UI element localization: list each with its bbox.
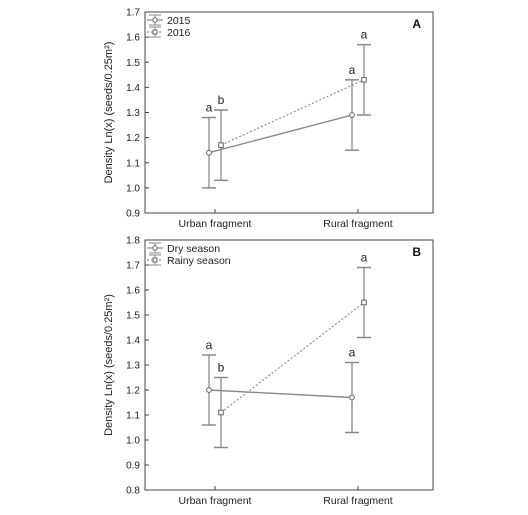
legend-marker (152, 245, 158, 251)
panel-a-chart: 0.9 1.0 1.1 1.2 1.3 1.4 1.5 1.6 1.7 Urban fragmen… (103, 8, 434, 230)
y-tick-label: 0.9 (126, 209, 140, 220)
significance-letter: a (206, 338, 213, 352)
significance-letter: b (218, 93, 225, 107)
y-tick-label: 0.9 (126, 461, 140, 472)
plot-frame (144, 239, 434, 491)
series-line (220, 79, 365, 146)
y-tick-label: 1.0 (126, 436, 140, 447)
data-point (206, 149, 212, 156)
legend-label: 2015 (167, 15, 191, 27)
significance-letter: a (361, 251, 368, 265)
legend-marker (152, 17, 158, 23)
data-point (218, 409, 224, 416)
y-tick-label: 0.8 (126, 486, 140, 497)
y-tick-label: 1.6 (126, 286, 140, 297)
y-tick-label: 1.7 (126, 261, 140, 272)
series-line (208, 389, 353, 399)
panel-b-chart: 0.8 0.9 1.0 1.1 1.2 1.3 1.4 1.5 1.6 1.7 1.8 Urban f… (103, 236, 434, 507)
legend-marker (152, 29, 158, 35)
y-tick-label: 1.3 (126, 361, 140, 372)
significance-letter: a (361, 28, 368, 42)
y-tick-label: 1.2 (126, 386, 140, 397)
y-tick-label: 1.1 (126, 158, 140, 169)
y-tick-label: 1.8 (126, 236, 140, 247)
data-point (361, 299, 367, 306)
y-tick-label: 1.5 (126, 58, 140, 69)
significance-letter: a (206, 101, 213, 115)
y-tick-label: 1.3 (126, 108, 140, 119)
data-point (361, 77, 367, 83)
y-tick-label: 1.7 (126, 8, 140, 19)
data-point (218, 142, 224, 148)
x-category-label: Urban fragment (179, 218, 252, 230)
y-tick-label: 1.4 (126, 83, 140, 94)
y-tick-label: 1.6 (126, 33, 140, 44)
y-tick-label: 1.2 (126, 133, 140, 144)
series-line (220, 302, 365, 413)
data-point (206, 387, 212, 393)
y-tick-label: 1.4 (126, 336, 140, 347)
plot-frame (144, 11, 434, 214)
panel-label: B (412, 245, 421, 259)
legend-label: Dry season (167, 243, 220, 255)
y-tick-label: 1.0 (126, 183, 140, 194)
legend-label: Rainy season (167, 255, 231, 267)
data-point (349, 112, 355, 118)
legend-marker (152, 257, 158, 263)
y-axis-label: Density Ln(x) (seeds/0.25m²) (103, 42, 115, 184)
significance-letter: a (349, 63, 356, 77)
x-category-label: Urban fragment (179, 495, 252, 507)
legend-label: 2016 (167, 27, 191, 39)
y-tick-label: 1.1 (126, 411, 140, 422)
x-category-label: Rural fragment (323, 218, 393, 230)
y-tick-label: 1.5 (126, 311, 140, 322)
x-category-label: Rural fragment (323, 495, 393, 507)
panel-label: A (412, 17, 421, 31)
significance-letter: a (349, 346, 356, 360)
y-axis-label: Density Ln(x) (seeds/0.25m²) (103, 294, 115, 436)
data-point (349, 394, 355, 401)
series-line (208, 114, 353, 154)
significance-letter: b (218, 361, 225, 375)
